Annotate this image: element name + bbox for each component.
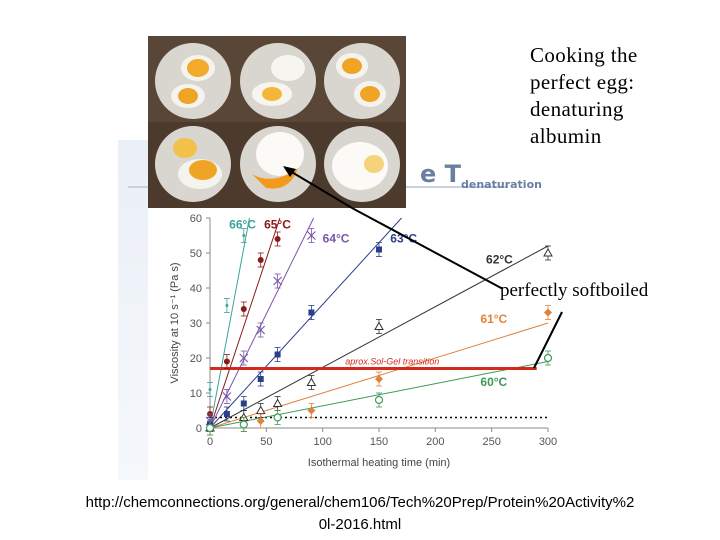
y-tick-label: 50 <box>190 248 202 260</box>
data-point <box>273 413 282 422</box>
background-heading-sub: denaturation <box>461 177 542 191</box>
data-point <box>274 351 281 358</box>
data-point <box>272 398 283 407</box>
data-point <box>374 321 384 330</box>
data-point <box>225 304 229 307</box>
viscosity-chart: 0 10 20 30 40 50 60 0 50 100 150 200 250 300 Isotherma… <box>148 208 560 480</box>
data-point <box>223 411 230 417</box>
data-point <box>240 306 247 312</box>
data-point <box>256 417 265 425</box>
x-tick-label: 300 <box>539 436 557 448</box>
data-point <box>376 246 382 253</box>
data-point <box>374 395 384 405</box>
series-label: 66°C <box>229 218 256 232</box>
y-tick-label: 60 <box>190 213 202 225</box>
fit-line <box>209 217 250 429</box>
egg-plate-6 <box>324 126 400 202</box>
data-point <box>222 392 232 401</box>
egg-plate-1 <box>155 43 231 119</box>
x-tick-label: 0 <box>207 436 213 448</box>
eggs-photo <box>148 36 406 208</box>
threshold-label: aprox.Sol-Gel transition <box>345 357 439 367</box>
egg-plate-4 <box>155 126 231 202</box>
x-tick-label: 150 <box>370 436 388 448</box>
series-label: 61°C <box>480 312 507 326</box>
x-tick-label: 200 <box>426 436 444 448</box>
data-point <box>375 375 383 383</box>
data-point <box>306 231 316 240</box>
egg-plate-2 <box>240 43 316 119</box>
egg-plate-5 <box>240 126 316 202</box>
data-point <box>274 236 281 242</box>
callout-label: perfectly softboiled <box>500 280 649 301</box>
x-tick-label: 250 <box>482 436 500 448</box>
data-point <box>239 420 248 429</box>
series-label: 62°C <box>486 253 513 267</box>
egg-plate-3 <box>324 43 400 119</box>
data-point <box>239 353 249 363</box>
data-point <box>240 400 247 407</box>
data-point <box>205 423 215 433</box>
data-point <box>255 405 266 414</box>
data-point <box>543 353 553 363</box>
y-tick-label: 30 <box>190 318 202 330</box>
data-point <box>257 257 264 263</box>
y-tick-label: 0 <box>196 423 202 435</box>
series-label: 63°C <box>390 232 417 246</box>
data-point <box>308 309 315 316</box>
series-label: 60°C <box>480 375 507 389</box>
y-tick-label: 40 <box>190 283 202 295</box>
chart-axes: 0 10 20 30 40 50 60 0 50 100 150 200 250 300 Isotherma… <box>148 208 560 480</box>
y-tick-label: 20 <box>190 353 202 365</box>
x-tick-label: 50 <box>260 436 272 448</box>
background-heading: e Tdenaturation <box>420 160 542 191</box>
data-point <box>257 376 264 382</box>
x-axis-label: Isothermal heating time (min) <box>308 457 450 469</box>
y-axis-label: Viscosity at 10 s⁻¹ (Pa s) <box>169 262 181 383</box>
background-heading-text: e T <box>420 160 462 188</box>
data-point <box>307 406 316 415</box>
data-point <box>223 358 230 365</box>
series-label: 65°C <box>264 218 291 232</box>
chart-marks <box>205 228 553 436</box>
series-label: 64°C <box>323 232 350 246</box>
source-url: http://chemconnections.org/general/chem1… <box>85 494 635 533</box>
slide-title: Cooking the perfect egg: denaturing albu… <box>530 43 638 148</box>
fit-line <box>209 217 281 429</box>
y-tick-label: 10 <box>190 388 202 400</box>
data-point <box>256 325 266 335</box>
data-point <box>242 234 246 237</box>
data-point <box>543 247 553 257</box>
x-tick-label: 100 <box>313 436 331 448</box>
data-point <box>273 276 283 286</box>
data-point <box>306 377 317 386</box>
data-point <box>208 388 212 391</box>
